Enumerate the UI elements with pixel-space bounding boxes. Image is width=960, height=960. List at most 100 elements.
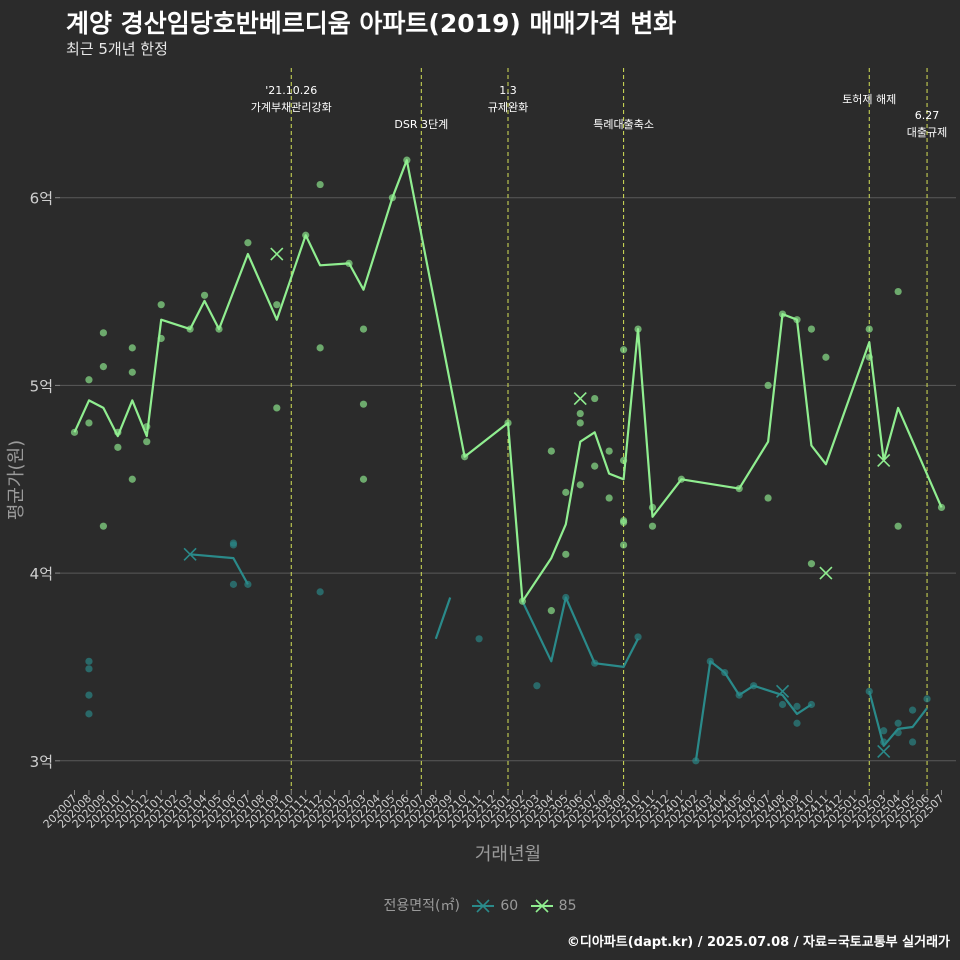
- data-point-85: [359, 325, 368, 333]
- data-point-60: [923, 695, 931, 703]
- data-point-85: [157, 334, 165, 343]
- data-point-85: [677, 475, 686, 483]
- legend-item-60: 60: [472, 898, 518, 914]
- cross-stroke: [877, 744, 891, 758]
- event-label: 6.27: [915, 109, 940, 122]
- data-point-85: [215, 325, 223, 333]
- data-point-85: [128, 475, 136, 483]
- series-line-60: [434, 597, 452, 640]
- data-point-85: [562, 488, 570, 496]
- data-point-85: [316, 180, 324, 189]
- data-point-60: [85, 710, 93, 718]
- data-point-60: [778, 700, 787, 709]
- event-label: 1.3: [499, 84, 517, 97]
- data-point-60: [880, 738, 888, 746]
- data-point-85: [894, 287, 902, 296]
- data-point-85: [273, 301, 281, 309]
- data-point-85: [85, 419, 93, 427]
- data-point-60: [475, 635, 483, 643]
- data-point-85: [648, 522, 657, 530]
- data-point-85: [822, 353, 830, 361]
- cross-stroke: [270, 247, 284, 261]
- data-point-60: [229, 539, 238, 547]
- data-point-85: [504, 419, 512, 427]
- event-label: 특례대출축소: [593, 118, 654, 131]
- data-point-85: [461, 453, 469, 461]
- cross-stroke: [183, 547, 197, 561]
- series-line-60: [521, 596, 639, 669]
- event-label: 토허제 해제: [842, 92, 896, 106]
- gridlines: [60, 197, 956, 762]
- cross-marker-85: [270, 247, 284, 261]
- data-point-60: [692, 757, 700, 765]
- data-point-60: [909, 738, 917, 746]
- data-point-85: [302, 231, 310, 239]
- data-point-60: [229, 580, 238, 588]
- data-point-60: [316, 588, 324, 596]
- data-point-85: [128, 344, 136, 352]
- y-tick-label: 4억: [30, 565, 53, 583]
- data-point-85: [359, 475, 368, 483]
- legend-title: 전용면적(㎡): [383, 898, 460, 914]
- data-point-60: [85, 691, 93, 699]
- data-point-85: [547, 607, 555, 615]
- event-label: 규제완화: [488, 101, 528, 114]
- data-point-60: [591, 659, 599, 667]
- data-point-85: [200, 291, 209, 299]
- data-point-85: [244, 239, 252, 247]
- data-point-85: [576, 409, 584, 418]
- cross-marker-85: [877, 453, 891, 468]
- cross-stroke: [819, 566, 833, 580]
- data-point-85: [562, 550, 570, 558]
- data-point-85: [865, 325, 873, 333]
- data-point-85: [793, 316, 801, 324]
- data-point-85: [143, 438, 151, 446]
- data-point-60: [793, 719, 801, 727]
- legend-label-60: 60: [500, 898, 519, 914]
- data-point-85: [620, 346, 628, 354]
- cross-marker-85: [573, 391, 587, 406]
- y-axis-ticks: 3억 4억 5억 6억: [30, 190, 60, 771]
- data-point-85: [778, 310, 787, 318]
- data-point-60: [894, 719, 902, 727]
- data-point-85: [591, 394, 599, 403]
- data-point-60: [85, 657, 93, 665]
- data-point-60: [909, 706, 917, 714]
- series-crosses: [183, 247, 891, 758]
- event-label: DSR 3단계: [394, 118, 448, 131]
- data-point-60: [807, 700, 816, 709]
- data-point-85: [576, 481, 584, 489]
- data-point-85: [735, 485, 743, 493]
- data-point-85: [937, 503, 946, 512]
- data-point-60: [721, 668, 729, 677]
- x-axis-title: 거래년월: [475, 844, 541, 865]
- data-point-85: [764, 494, 772, 502]
- legend-label-85: 85: [558, 898, 577, 914]
- data-point-85: [865, 353, 873, 361]
- cross-stroke: [775, 684, 790, 698]
- cross-marker-85: [819, 566, 833, 580]
- legend: 전용면적(㎡) 60 85: [0, 895, 960, 915]
- data-point-85: [143, 423, 151, 431]
- data-point-85: [99, 522, 107, 530]
- legend-key-60: [472, 899, 495, 913]
- y-axis-title: 평균가(원): [6, 440, 27, 520]
- data-point-60: [750, 682, 758, 690]
- data-point-85: [518, 597, 527, 605]
- data-point-60: [533, 682, 541, 690]
- data-point-60: [793, 702, 801, 710]
- cross-marker-60: [775, 684, 790, 698]
- data-point-85: [807, 560, 816, 568]
- chart-title: 계양 경산임당호반베르디움 아파트(2019) 매매가격 변화: [66, 9, 677, 38]
- data-point-85: [403, 156, 411, 164]
- cross-stroke: [877, 453, 891, 468]
- series-line-60: [694, 660, 813, 761]
- data-point-85: [620, 541, 628, 549]
- series-points: [70, 156, 946, 765]
- y-tick-label: 5억: [30, 377, 53, 395]
- data-point-60: [894, 729, 902, 737]
- event-label: 대출규제: [907, 126, 947, 139]
- cross-marker-60: [877, 744, 891, 758]
- x-axis-ticks: 2020072020082020092020102020112020122021…: [41, 790, 947, 831]
